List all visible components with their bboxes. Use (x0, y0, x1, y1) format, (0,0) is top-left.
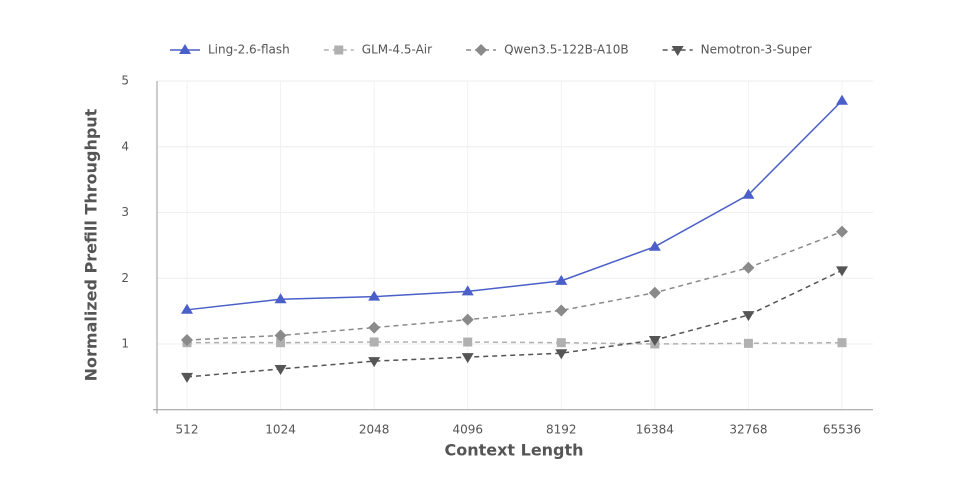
marker (181, 303, 193, 314)
marker (742, 188, 755, 199)
legend-label: GLM-4.5-Air (362, 43, 432, 57)
marker (556, 338, 566, 348)
marker (837, 338, 847, 348)
marker (461, 353, 474, 364)
x-tick-label: 32768 (729, 422, 767, 436)
marker (555, 274, 568, 285)
marker (181, 334, 193, 347)
marker (742, 261, 755, 274)
x-axis-title: Context Length (444, 441, 583, 460)
y-tick-label: 2 (121, 271, 129, 285)
marker (334, 45, 344, 55)
marker (475, 44, 488, 56)
marker (648, 336, 661, 347)
marker (461, 285, 474, 296)
marker (836, 94, 848, 105)
marker (836, 266, 848, 277)
marker (368, 290, 381, 301)
y-tick-label: 5 (121, 74, 129, 88)
marker (274, 329, 287, 342)
y-tick-label: 1 (121, 337, 129, 351)
x-tick-label: 65536 (823, 422, 861, 436)
marker (274, 364, 287, 375)
marker (179, 44, 191, 54)
y-tick-label: 3 (121, 205, 129, 219)
marker (461, 313, 474, 326)
x-tick-label: 2048 (359, 422, 390, 436)
marker (555, 349, 568, 360)
series-line (187, 341, 843, 345)
x-tick-label: 8192 (546, 422, 577, 436)
legend-label: Nemotron-3-Super (701, 43, 812, 57)
series-line (186, 230, 843, 341)
marker (368, 321, 381, 334)
marker (368, 357, 381, 368)
marker (181, 372, 193, 383)
y-tick-label: 4 (121, 139, 129, 153)
series-line (186, 100, 843, 311)
marker (743, 338, 753, 348)
marker (463, 337, 473, 347)
x-tick-label: 1024 (265, 422, 296, 436)
y-axis-title: Normalized Prefill Throughput (82, 108, 101, 381)
marker (671, 46, 684, 56)
marker (742, 311, 755, 322)
marker (648, 286, 661, 299)
series-line (186, 269, 843, 378)
legend-label: Qwen3.5-122B-A10B (504, 43, 629, 57)
legend-label: Ling-2.6-flash (208, 43, 290, 57)
marker (648, 240, 661, 251)
marker (836, 225, 848, 238)
marker (555, 304, 568, 317)
marker (276, 338, 286, 348)
marker (369, 337, 379, 347)
x-tick-label: 16384 (636, 422, 674, 436)
marker (274, 293, 287, 304)
x-tick-label: 512 (176, 422, 199, 436)
x-tick-label: 4096 (452, 422, 483, 436)
